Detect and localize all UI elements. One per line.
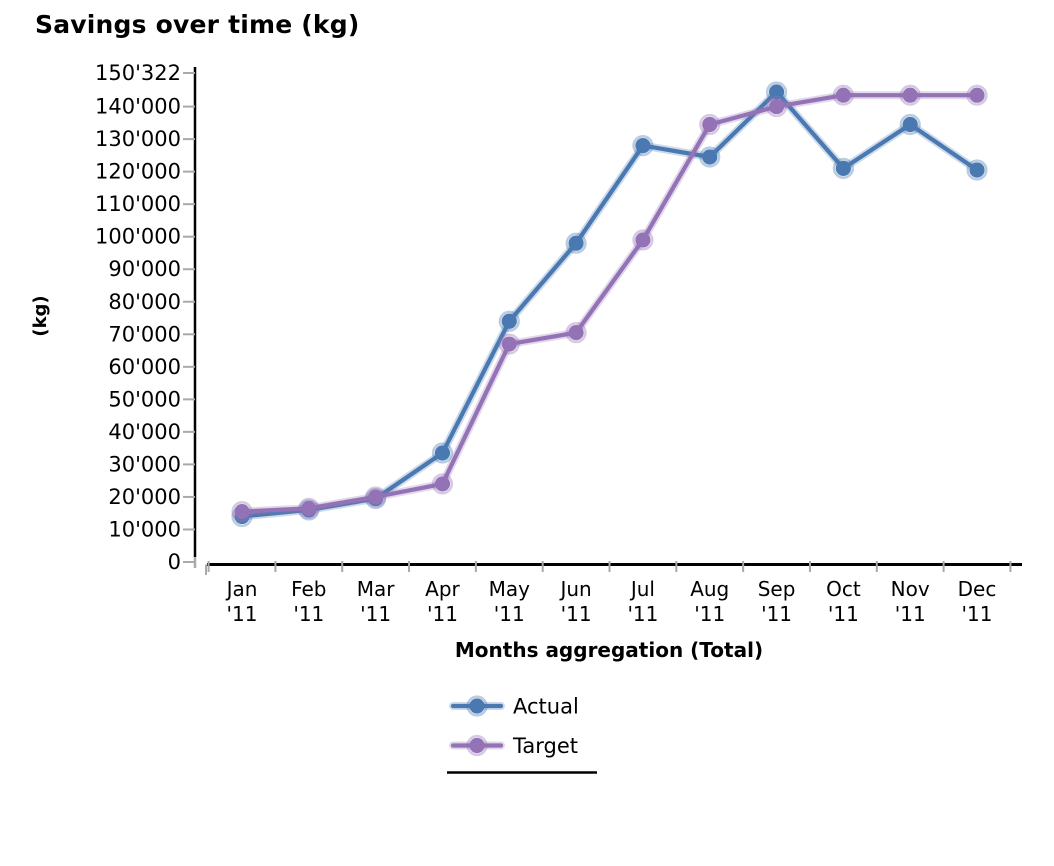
- x-tick-label-year: '11: [427, 602, 458, 626]
- x-tick-label-year: '11: [828, 602, 859, 626]
- series-actual-marker: [635, 138, 651, 154]
- series-target-marker: [434, 476, 451, 492]
- x-tick-label-year: '11: [360, 602, 391, 626]
- x-tick-label-year: '11: [227, 602, 258, 626]
- series-actual-marker: [969, 162, 985, 178]
- x-tick-label-month: Dec: [958, 577, 997, 601]
- series-actual: [231, 81, 988, 528]
- x-tick-label-month: Oct: [826, 577, 861, 601]
- series-target-marker: [568, 325, 584, 341]
- x-tick-label-year: '11: [761, 602, 792, 626]
- y-tick-label: 70'000: [108, 322, 181, 346]
- chart-title: Savings over time (kg): [35, 10, 360, 39]
- series-target-marker: [768, 98, 785, 115]
- legend-label: Actual: [513, 695, 579, 719]
- x-tick-label-year: '11: [627, 602, 658, 626]
- series-actual-marker: [434, 445, 451, 461]
- x-axis-title: Months aggregation (Total): [455, 638, 763, 662]
- legend-marker-icon: [469, 737, 485, 754]
- y-axis: 0 10'000 20'000 30'000 40'000 50'000 60'000 70'…: [30, 61, 197, 574]
- y-tick-label: 120'000: [95, 160, 181, 184]
- legend: Actual Target: [447, 695, 597, 774]
- x-tick-label-year: '11: [694, 602, 725, 626]
- y-tick-label: 140'000: [95, 95, 181, 119]
- y-tick-label: 30'000: [108, 452, 181, 476]
- series-actual-marker: [702, 149, 718, 165]
- x-tick-label-year: '11: [895, 602, 926, 626]
- series-target-marker: [301, 500, 317, 516]
- x-axis: Jan'11Feb'11Mar'11Apr'11May'11Jun'11Jul'…: [205, 561, 1022, 662]
- x-tick-label-month: Jul: [629, 577, 655, 601]
- x-tick-label-year: '11: [293, 602, 324, 626]
- y-tick-label: 150'322: [95, 61, 181, 85]
- x-tick-label-month: Nov: [891, 577, 930, 601]
- x-tick-label-month: Aug: [690, 577, 729, 601]
- y-tick-label: 40'000: [108, 420, 181, 444]
- x-tick-label-month: Sep: [758, 577, 796, 601]
- series-actual-marker: [501, 313, 517, 329]
- y-tick-label: 0: [168, 550, 181, 574]
- x-tick-label-month: Mar: [357, 577, 396, 601]
- series-actual-marker: [768, 84, 785, 100]
- x-tick-label-year: '11: [494, 602, 525, 626]
- x-tick-label-month: Jan: [225, 577, 258, 601]
- x-tick-label-month: May: [489, 577, 531, 601]
- y-tick-label: 60'000: [108, 355, 181, 379]
- y-tick-label: 90'000: [108, 257, 181, 281]
- y-tick-label: 20'000: [108, 485, 181, 509]
- legend-marker-icon: [469, 698, 485, 714]
- series-target-marker: [902, 87, 918, 103]
- y-tick-label: 100'000: [95, 225, 181, 249]
- series-target-marker: [234, 503, 250, 520]
- y-tick-label: 130'000: [95, 127, 181, 151]
- y-tick-label: 80'000: [108, 290, 181, 314]
- series-target-marker: [501, 336, 517, 352]
- series-target-line: [239, 93, 980, 514]
- y-axis-title: (kg): [30, 295, 51, 336]
- x-tick-label-year: '11: [561, 602, 592, 626]
- series-target-marker: [835, 87, 851, 103]
- y-tick-label: 50'000: [108, 387, 181, 411]
- legend-item-target: Target: [449, 734, 578, 758]
- series-target: [231, 84, 988, 523]
- y-tick-label: 10'000: [108, 517, 181, 541]
- x-tick-label-month: Feb: [291, 577, 326, 601]
- series-actual-marker: [568, 235, 584, 251]
- legend-label: Target: [512, 734, 578, 758]
- series-target-marker: [702, 116, 718, 133]
- series-actual-marker: [902, 116, 918, 133]
- series-target-marker: [635, 232, 651, 248]
- series-target-marker: [969, 87, 985, 103]
- y-tick-label: 110'000: [95, 192, 181, 216]
- series-actual-marker: [835, 160, 851, 176]
- legend-item-actual: Actual: [449, 695, 579, 719]
- x-tick-label-year: '11: [962, 602, 993, 626]
- x-tick-label-month: Apr: [425, 577, 460, 601]
- series-target-marker: [368, 489, 384, 505]
- x-tick-label-month: Jun: [558, 577, 591, 601]
